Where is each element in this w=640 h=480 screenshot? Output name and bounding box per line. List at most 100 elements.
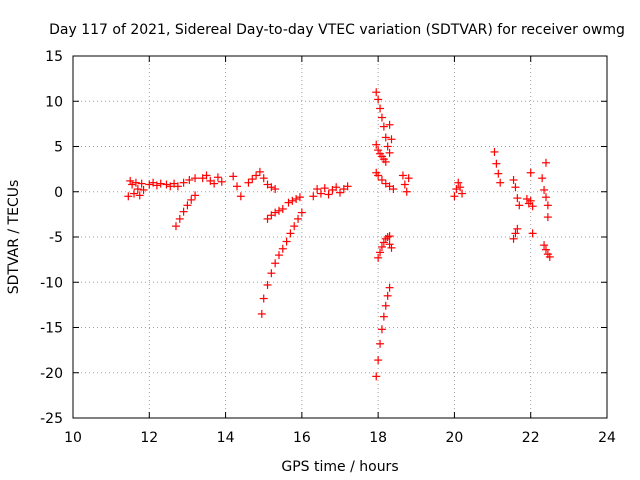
data-point [236,192,245,201]
x-tick-label: 20 [446,430,464,446]
data-point [381,301,390,310]
data-point [135,191,144,200]
data-point [124,192,133,201]
data-point [278,244,287,253]
x-tick-label: 16 [293,430,311,446]
data-point [282,237,291,246]
series-arc-10 [282,208,306,246]
data-point [379,238,388,247]
data-point [343,182,352,191]
series-arc-12 [309,182,352,201]
data-point [171,222,180,231]
data-point [385,232,394,241]
data-point [286,229,295,238]
data-point [271,259,280,268]
chart-title: Day 117 of 2021, Sidereal Day-to-day VTE… [49,22,625,38]
data-point [267,183,276,192]
axis-ticks: 10 12 14 16 18 20 22 24 -25 -20 -15 -10 -5 0 5 10 15 [40,49,616,446]
series-arc-20 [398,171,413,196]
data-point [509,234,518,243]
data-point [385,148,394,157]
data-point [376,339,385,348]
data-point [458,189,467,198]
data-point [271,185,280,194]
data-point [402,187,411,196]
data-point [381,133,390,142]
data-point [252,171,261,180]
y-tick-label: 0 [54,185,63,201]
data-point [187,195,196,204]
y-tick-label: 15 [45,49,63,65]
data-point [185,175,194,184]
data-point [515,201,524,210]
data-point [374,146,383,155]
data-point [156,179,165,188]
data-point [263,214,272,223]
x-tick-label: 24 [598,430,616,446]
data-point [509,175,518,184]
data-point [538,174,547,183]
data-point [374,171,383,180]
series-arc-26 [526,168,537,238]
data-point [152,181,161,190]
data-point [294,214,303,223]
data-point [372,140,381,149]
series-arc-4 [173,174,200,191]
data-point [400,180,409,189]
data-point [385,120,394,129]
data-point [278,204,287,213]
data-point [213,173,222,182]
data-point [137,179,146,188]
data-point [374,95,383,104]
series-arc-6 [229,172,245,201]
data-point [183,201,192,210]
data-point [320,184,329,193]
data-point [309,192,318,201]
data-point [191,174,200,183]
data-point [257,309,266,318]
data-point [162,180,171,189]
series-arc-14 [385,120,396,144]
data-point [540,185,549,194]
data-point [511,229,520,238]
series-arc-13 [372,88,394,157]
data-point [379,312,388,321]
data-point [383,233,392,241]
data-point [297,208,306,217]
series-arc-1 [124,176,148,201]
data-point [398,171,407,180]
series-arc-5 [198,171,226,188]
x-tick-label: 12 [140,430,158,446]
data-point [522,194,531,203]
data-point [126,176,135,185]
data-point [133,185,142,194]
data-point [244,178,253,187]
data-point [377,175,386,184]
data-point [376,104,385,113]
y-tick-label: -10 [40,275,63,291]
data-point [271,208,280,217]
series-arc-25 [522,194,537,211]
data-point [513,194,522,203]
data-point [452,185,461,194]
y-tick-label: -5 [49,230,63,246]
x-tick-label: 22 [522,430,540,446]
series-arc-16 [372,168,398,194]
data-point [526,196,535,205]
data-point [492,159,501,168]
data-point [316,189,325,198]
data-point [336,188,344,197]
data-point [175,214,184,223]
data-point [541,158,550,167]
data-point [202,171,211,180]
series-arc-21 [450,178,467,201]
series-arc-15 [372,140,390,166]
data-point [513,224,522,233]
data-point [313,185,322,194]
data-point [217,177,226,186]
data-point [295,193,304,202]
y-axis-label: SDTVAR / TECUs [6,180,22,295]
data-point [128,180,137,189]
data-point [332,183,341,192]
